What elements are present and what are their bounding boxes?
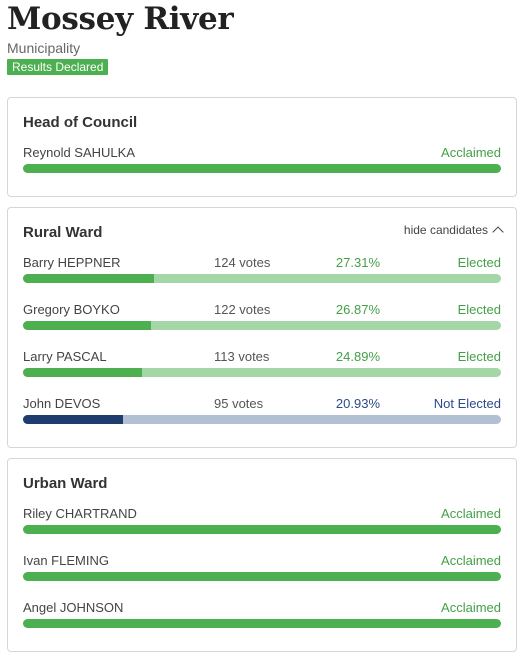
vote-share-fill [23,368,142,377]
result-bar [23,525,501,534]
vote-share-bar [23,274,501,283]
page-header: Mossey River Municipality Results Declar… [7,0,517,76]
candidate-status: Not Elected [433,396,501,411]
candidate-row: Barry HEPPNER 124 votes 27.31% Elected [23,255,501,289]
candidate-row: Reynold SAHULKA Acclaimed [23,145,501,179]
result-bar [23,572,501,581]
rural-ward-card: Rural Ward hide candidates Barry HEPPNER… [7,207,517,448]
card-title: Head of Council [23,114,138,131]
candidate-status: Elected [457,255,501,270]
candidate-status: Acclaimed [441,600,501,615]
candidate-name: Ivan FLEMING [23,553,109,568]
candidate-row: Gregory BOYKO 122 votes 26.87% Elected [23,302,501,336]
candidate-votes: 122 votes [214,302,271,317]
candidate-name: Gregory BOYKO [23,302,120,317]
hide-candidates-toggle[interactable]: hide candidates [403,223,504,238]
candidate-status: Elected [457,349,501,364]
vote-share-bar [23,415,501,424]
result-bar [23,619,501,628]
candidate-row: Riley CHARTRAND Acclaimed [23,506,501,540]
candidate-status: Acclaimed [441,145,501,160]
toggle-label: hide candidates [403,223,488,237]
candidate-row: John DEVOS 95 votes 20.93% Not Elected [23,396,501,430]
candidate-status: Acclaimed [441,506,501,521]
candidate-name: John DEVOS [23,396,101,411]
candidate-row: Angel JOHNSON Acclaimed [23,600,501,634]
candidate-row: Ivan FLEMING Acclaimed [23,553,501,587]
candidate-name: Angel JOHNSON [23,600,124,615]
vote-share-fill [23,274,154,283]
candidate-percent: 20.93% [335,396,380,411]
candidate-status: Elected [457,302,501,317]
result-bar [23,164,501,173]
candidate-votes: 95 votes [214,396,264,411]
urban-ward-card: Urban Ward Riley CHARTRAND Acclaimed Iva… [7,458,517,652]
candidate-name: Reynold SAHULKA [23,145,135,160]
candidate-percent: 24.89% [335,349,380,364]
candidate-name: Barry HEPPNER [23,255,121,270]
status-badge: Results Declared [7,59,109,75]
vote-share-fill [23,415,124,424]
head-of-council-card: Head of Council Reynold SAHULKA Acclaime… [7,97,517,197]
page-title: Mossey River [7,1,234,37]
candidate-name: Riley CHARTRAND [23,506,137,521]
vote-share-bar [23,321,501,330]
candidate-votes: 113 votes [214,349,270,364]
candidate-row: Larry PASCAL 113 votes 24.89% Elected [23,349,501,383]
card-title: Rural Ward [23,224,103,241]
page-subtitle: Municipality [7,40,81,56]
chevron-up-icon [492,226,504,238]
candidate-name: Larry PASCAL [23,349,107,364]
candidate-percent: 26.87% [335,302,380,317]
candidate-status: Acclaimed [441,553,501,568]
vote-share-fill [23,321,152,330]
candidate-votes: 124 votes [214,255,271,270]
vote-share-bar [23,368,501,377]
card-title: Urban Ward [23,475,108,492]
candidate-percent: 27.31% [335,255,380,270]
